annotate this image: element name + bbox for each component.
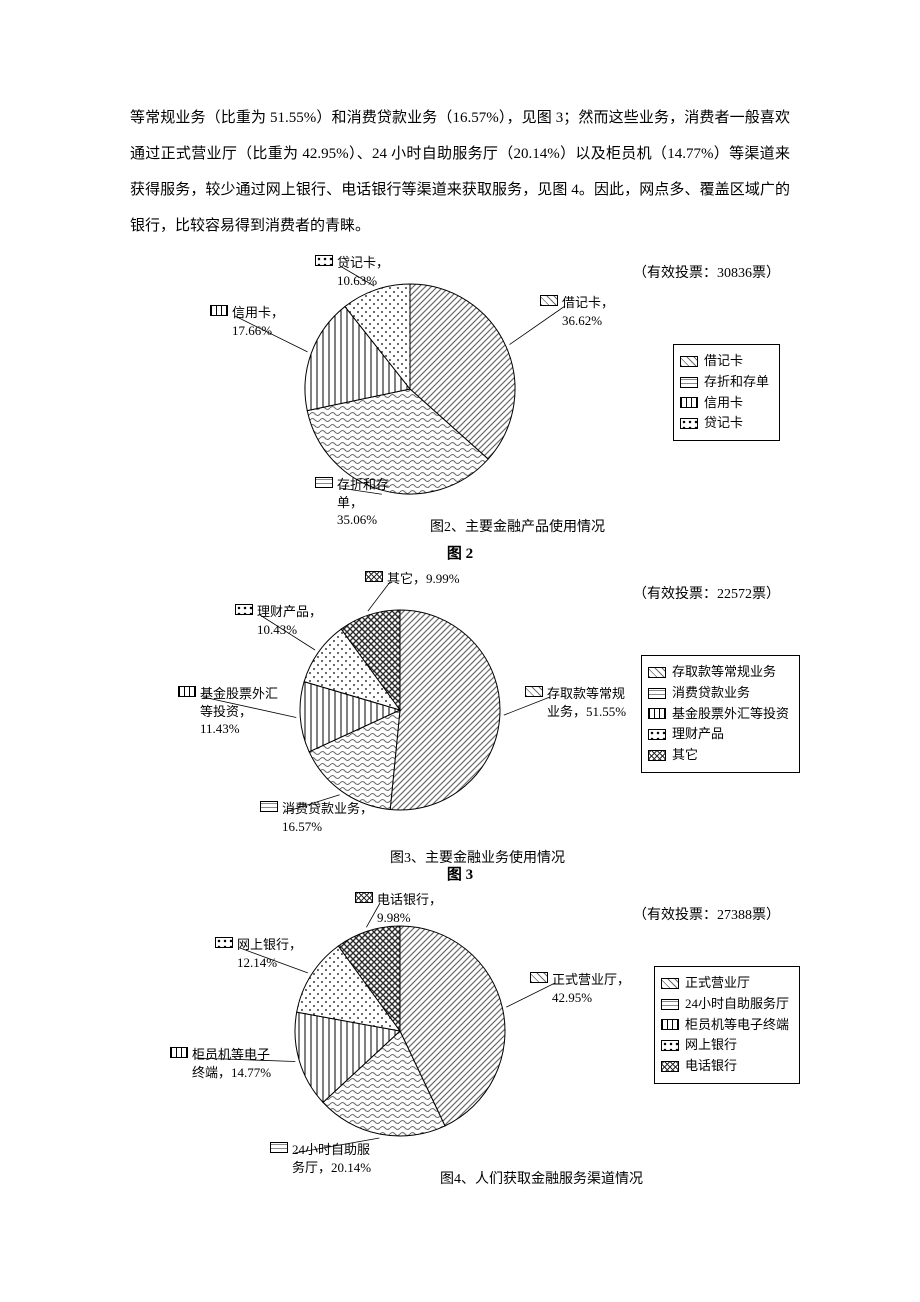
callout-text: 信用卡， 17.66% <box>232 304 284 339</box>
legend-swatch <box>661 1061 679 1072</box>
legend-label: 基金股票外汇等投资 <box>672 704 789 725</box>
legend-row: 存取款等常规业务 <box>648 662 789 683</box>
legend-row: 正式营业厅 <box>661 973 789 994</box>
callout-swatch <box>355 892 373 903</box>
legend-row: 其它 <box>648 745 789 766</box>
pie-callout: 正式营业厅， 42.95% <box>530 971 630 1006</box>
legend-label: 正式营业厅 <box>685 973 750 994</box>
legend-swatch <box>661 1019 679 1030</box>
callout-text: 柜员机等电子 终端，14.77% <box>192 1046 271 1081</box>
callout-swatch <box>315 477 333 488</box>
pie-slice <box>390 610 500 810</box>
legend-swatch <box>680 418 698 429</box>
legend-label: 存取款等常规业务 <box>672 662 776 683</box>
fig2-number: 图 2 <box>130 542 790 563</box>
callout-text: 贷记卡， 10.63% <box>337 254 389 289</box>
legend-label: 存折和存单 <box>704 372 769 393</box>
legend-swatch <box>661 978 679 989</box>
legend-row: 信用卡 <box>680 393 769 414</box>
callout-text: 借记卡， 36.62% <box>562 294 614 329</box>
pie-callout: 借记卡， 36.62% <box>540 294 614 329</box>
callout-text: 理财产品， 10.43% <box>257 603 322 638</box>
callout-text: 正式营业厅， 42.95% <box>552 971 630 1006</box>
legend-swatch <box>680 397 698 408</box>
callout-swatch <box>215 937 233 948</box>
fig3-legend: 存取款等常规业务消费贷款业务基金股票外汇等投资理财产品其它 <box>641 655 800 773</box>
legend-row: 存折和存单 <box>680 372 769 393</box>
callout-swatch <box>315 255 333 266</box>
legend-swatch <box>648 750 666 761</box>
legend-label: 贷记卡 <box>704 413 743 434</box>
legend-swatch <box>661 999 679 1010</box>
legend-swatch <box>648 729 666 740</box>
legend-label: 借记卡 <box>704 351 743 372</box>
legend-swatch <box>680 377 698 388</box>
legend-label: 网上银行 <box>685 1035 737 1056</box>
callout-text: 24小时自助服 务厅，20.14% <box>292 1141 371 1176</box>
callout-swatch <box>178 686 196 697</box>
legend-label: 信用卡 <box>704 393 743 414</box>
legend-label: 柜员机等电子终端 <box>685 1015 789 1036</box>
callout-text: 存折和存 单， 35.06% <box>337 476 389 529</box>
pie-callout: 信用卡， 17.66% <box>210 304 284 339</box>
pie-callout: 存取款等常规 业务，51.55% <box>525 685 626 720</box>
legend-swatch <box>648 667 666 678</box>
legend-swatch <box>680 356 698 367</box>
pie-callout: 24小时自助服 务厅，20.14% <box>270 1141 371 1176</box>
fig3-inline-caption: 图3、主要金融业务使用情况 <box>390 847 565 867</box>
legend-row: 柜员机等电子终端 <box>661 1015 789 1036</box>
pie-callout: 消费贷款业务， 16.57% <box>260 800 373 835</box>
callout-swatch <box>235 604 253 615</box>
figure-4: （有效投票：27388票） 正式营业厅24小时自助服务厅柜员机等电子终端网上银行… <box>140 896 780 1176</box>
fig2-inline-caption: 图2、主要金融产品使用情况 <box>430 516 605 536</box>
legend-label: 理财产品 <box>672 724 724 745</box>
legend-swatch <box>648 688 666 699</box>
legend-label: 电话银行 <box>685 1056 737 1077</box>
callout-swatch <box>270 1142 288 1153</box>
callout-swatch <box>525 686 543 697</box>
fig4-legend: 正式营业厅24小时自助服务厅柜员机等电子终端网上银行电话银行 <box>654 966 800 1084</box>
callout-text: 消费贷款业务， 16.57% <box>282 800 373 835</box>
pie-callout: 柜员机等电子 终端，14.77% <box>170 1046 271 1081</box>
callout-text: 存取款等常规 业务，51.55% <box>547 685 626 720</box>
figure-3: （有效投票：22572票） 存取款等常规业务消费贷款业务基金股票外汇等投资理财产… <box>140 575 780 855</box>
callout-swatch <box>530 972 548 983</box>
callout-text: 电话银行， 9.98% <box>377 891 442 926</box>
legend-row: 电话银行 <box>661 1056 789 1077</box>
legend-row: 贷记卡 <box>680 413 769 434</box>
callout-swatch <box>365 571 383 582</box>
legend-label: 其它 <box>672 745 698 766</box>
legend-row: 网上银行 <box>661 1035 789 1056</box>
callout-swatch <box>540 295 558 306</box>
fig4-inline-caption: 图4、人们获取金融服务渠道情况 <box>440 1168 643 1188</box>
callout-text: 其它，9.99% <box>387 570 460 588</box>
pie-callout: 电话银行， 9.98% <box>355 891 442 926</box>
legend-row: 消费贷款业务 <box>648 683 789 704</box>
legend-swatch <box>648 708 666 719</box>
callout-text: 基金股票外汇 等投资， 11.43% <box>200 685 278 738</box>
pie-callout: 理财产品， 10.43% <box>235 603 322 638</box>
legend-row: 24小时自助服务厅 <box>661 994 789 1015</box>
pie-callout: 其它，9.99% <box>365 570 460 588</box>
pie-callout: 基金股票外汇 等投资， 11.43% <box>178 685 278 738</box>
pie-callout: 网上银行， 12.14% <box>215 936 302 971</box>
pie-callout: 存折和存 单， 35.06% <box>315 476 389 529</box>
callout-swatch <box>260 801 278 812</box>
body-paragraph: 等常规业务（比重为 51.55%）和消费贷款业务（16.57%），见图 3；然而… <box>130 100 790 244</box>
callout-swatch <box>170 1047 188 1058</box>
pie-callout: 贷记卡， 10.63% <box>315 254 389 289</box>
callout-swatch <box>210 305 228 316</box>
callout-text: 网上银行， 12.14% <box>237 936 302 971</box>
legend-label: 消费贷款业务 <box>672 683 750 704</box>
legend-row: 基金股票外汇等投资 <box>648 704 789 725</box>
legend-row: 理财产品 <box>648 724 789 745</box>
fig2-legend: 借记卡存折和存单信用卡贷记卡 <box>673 344 780 441</box>
legend-swatch <box>661 1040 679 1051</box>
legend-row: 借记卡 <box>680 351 769 372</box>
legend-label: 24小时自助服务厅 <box>685 994 789 1015</box>
figure-2: （有效投票：30836票） 借记卡存折和存单信用卡贷记卡 借记卡， 36.62%… <box>140 254 780 534</box>
